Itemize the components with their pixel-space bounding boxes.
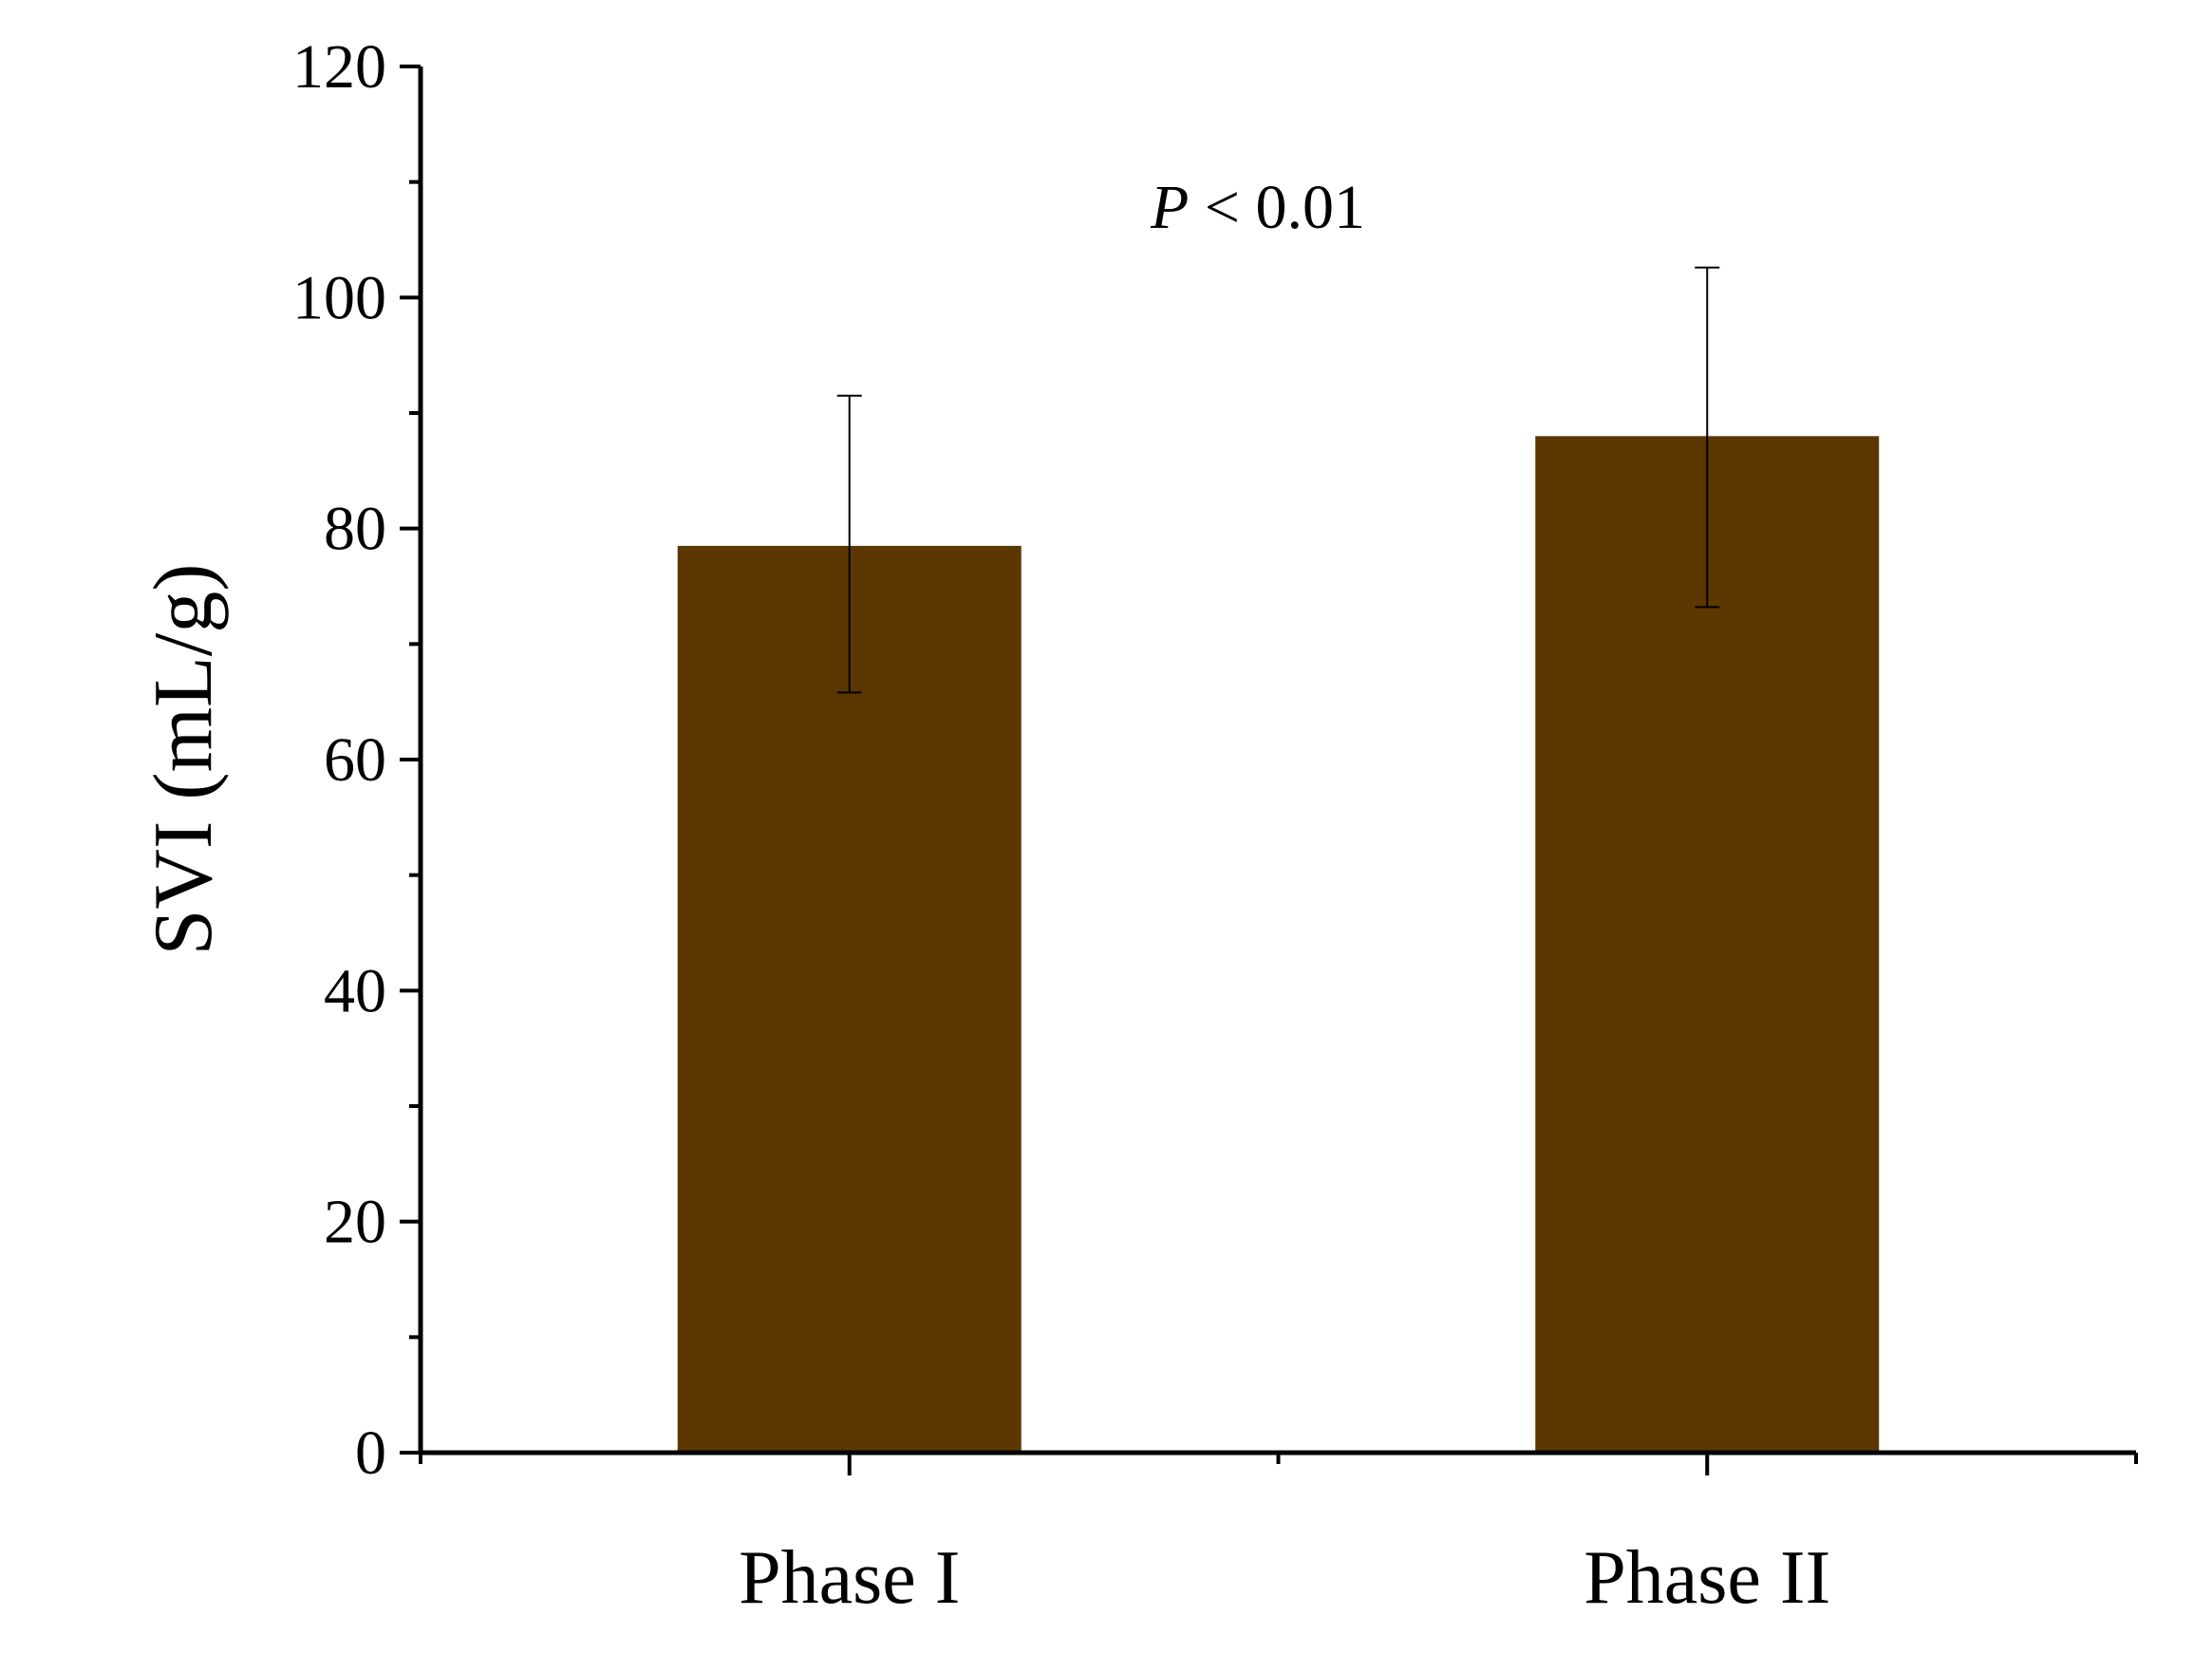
error-bars-group [836,266,1720,694]
y-ticks-group: 0 20 40 60 80 100 120 [292,32,421,1488]
y-axis-label: SVI (mL/g) [138,563,230,955]
y-tick-label: 120 [292,32,386,102]
y-tick-label: 100 [292,263,386,332]
p-value-annotation: P < 0.01 [1150,173,1365,242]
x-category-label: Phase II [1584,1536,1830,1620]
bars-group [677,436,1880,1453]
y-tick-label: 20 [324,1188,386,1257]
x-ticks-group: Phase I Phase II [419,1453,2138,1620]
bar-phase-i [677,545,1022,1453]
p-value-symbol: P [1150,173,1189,242]
y-tick-label: 40 [324,956,386,1025]
y-tick-label: 0 [355,1418,386,1488]
x-category-label: Phase I [739,1536,960,1620]
y-tick-label: 60 [324,725,386,795]
p-value-text: < 0.01 [1189,173,1365,242]
y-tick-label: 80 [324,495,386,564]
